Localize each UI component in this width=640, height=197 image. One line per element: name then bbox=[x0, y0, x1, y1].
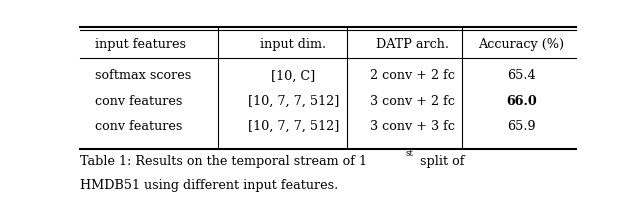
Text: [10, 7, 7, 512]: [10, 7, 7, 512] bbox=[248, 120, 339, 133]
Text: st: st bbox=[405, 149, 413, 158]
Text: 66.0: 66.0 bbox=[506, 95, 537, 108]
Text: [10, C]: [10, C] bbox=[271, 70, 316, 83]
Text: Table 1: Results on the temporal stream of 1: Table 1: Results on the temporal stream … bbox=[80, 155, 367, 168]
Text: softmax scores: softmax scores bbox=[95, 70, 191, 83]
Text: conv features: conv features bbox=[95, 95, 182, 108]
Text: 2 conv + 2 fc: 2 conv + 2 fc bbox=[370, 70, 455, 83]
Text: Accuracy (%): Accuracy (%) bbox=[478, 38, 564, 51]
Text: HMDB51 using different input features.: HMDB51 using different input features. bbox=[80, 179, 339, 192]
Text: [10, 7, 7, 512]: [10, 7, 7, 512] bbox=[248, 95, 339, 108]
Text: conv features: conv features bbox=[95, 120, 182, 133]
Text: split of: split of bbox=[416, 155, 465, 168]
Text: input features: input features bbox=[95, 38, 186, 51]
Text: 65.9: 65.9 bbox=[507, 120, 536, 133]
Text: 3 conv + 2 fc: 3 conv + 2 fc bbox=[370, 95, 455, 108]
Text: input dim.: input dim. bbox=[260, 38, 326, 51]
Text: 3 conv + 3 fc: 3 conv + 3 fc bbox=[370, 120, 455, 133]
Text: DATP arch.: DATP arch. bbox=[376, 38, 449, 51]
Text: 65.4: 65.4 bbox=[507, 70, 536, 83]
